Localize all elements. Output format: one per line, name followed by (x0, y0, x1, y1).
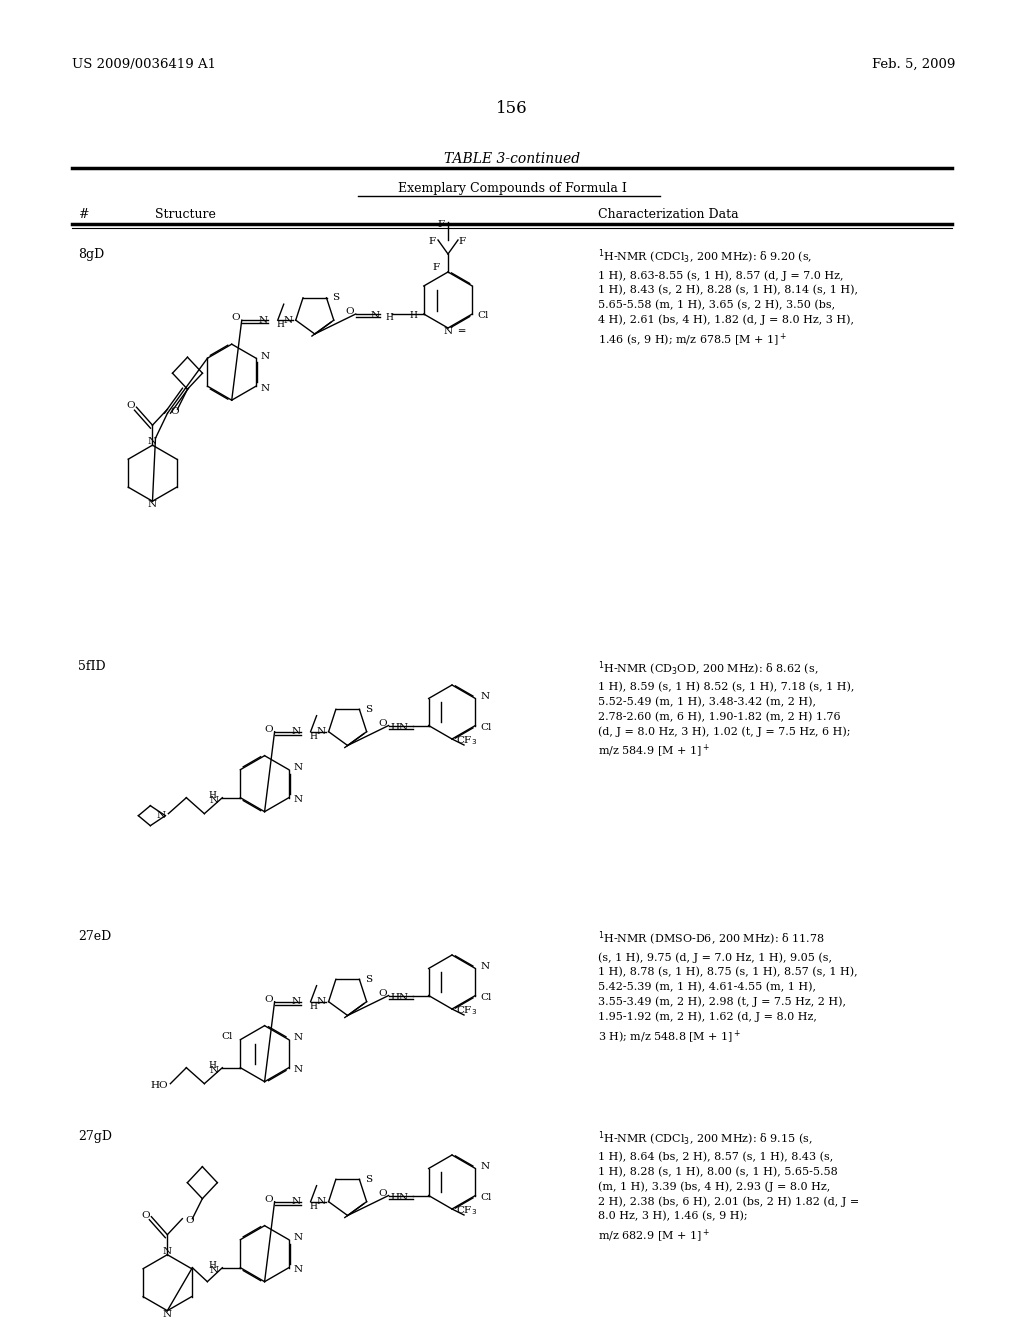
Text: O: O (378, 989, 387, 998)
Text: N: N (147, 437, 157, 446)
Text: CF$_3$: CF$_3$ (456, 1204, 477, 1217)
Text: O: O (126, 401, 135, 411)
Text: N: N (316, 997, 326, 1006)
Text: CF$_3$: CF$_3$ (456, 734, 477, 747)
Text: O: O (345, 308, 354, 315)
Text: N: N (294, 763, 303, 772)
Text: Cl: Cl (477, 312, 488, 321)
Text: S: S (333, 293, 340, 302)
Text: H: H (309, 1201, 317, 1210)
Text: N: N (294, 1034, 303, 1043)
Text: 27eD: 27eD (78, 931, 112, 942)
Text: ═: ═ (458, 327, 464, 337)
Text: CF$_3$: CF$_3$ (456, 1005, 477, 1016)
Text: H: H (309, 731, 317, 741)
Text: F: F (433, 263, 440, 272)
Text: H: H (209, 791, 216, 800)
Text: N: N (294, 1233, 303, 1242)
Text: Cl: Cl (480, 993, 492, 1002)
Text: HN: HN (390, 1193, 409, 1203)
Text: 8gD: 8gD (78, 248, 104, 261)
Text: US 2009/0036419 A1: US 2009/0036419 A1 (72, 58, 216, 71)
Text: H: H (209, 1061, 216, 1069)
Text: N: N (292, 727, 301, 737)
Text: Exemplary Compounds of Formula I: Exemplary Compounds of Formula I (397, 182, 627, 195)
Text: HN: HN (390, 723, 409, 733)
Text: Feb. 5, 2009: Feb. 5, 2009 (871, 58, 955, 71)
Text: O: O (378, 718, 387, 727)
Text: N: N (261, 351, 270, 360)
Text: O: O (264, 725, 273, 734)
Text: N: N (292, 1197, 301, 1206)
Text: N: N (292, 997, 301, 1006)
Text: Cl: Cl (221, 1032, 232, 1040)
Text: H: H (209, 1261, 216, 1270)
Text: N: N (443, 327, 453, 337)
Text: O: O (264, 1195, 273, 1204)
Text: Cl: Cl (480, 1193, 492, 1203)
Text: S: S (366, 705, 373, 714)
Text: $^{1}$H-NMR (CD$_3$OD, 200 MHz): δ 8.62 (s,
1 H), 8.59 (s, 1 H) 8.52 (s, 1 H), 7: $^{1}$H-NMR (CD$_3$OD, 200 MHz): δ 8.62 … (598, 660, 854, 759)
Text: F: F (438, 220, 445, 228)
Text: #: # (78, 209, 88, 220)
Text: N: N (163, 1309, 172, 1319)
Text: N: N (259, 315, 267, 325)
Text: N: N (157, 812, 165, 820)
Text: N: N (147, 500, 157, 510)
Text: $^{1}$H-NMR (CDCl$_3$, 200 MHz): δ 9.15 (s,
1 H), 8.64 (bs, 2 H), 8.57 (s, 1 H),: $^{1}$H-NMR (CDCl$_3$, 200 MHz): δ 9.15 … (598, 1130, 859, 1245)
Text: H: H (276, 321, 285, 329)
Text: Characterization Data: Characterization Data (598, 209, 738, 220)
Text: S: S (366, 1175, 373, 1184)
Text: N: N (209, 796, 218, 805)
Text: 27gD: 27gD (78, 1130, 112, 1143)
Text: N: N (480, 1162, 489, 1171)
Text: $^{1}$H-NMR (CDCl$_3$, 200 MHz): δ 9.20 (s,
1 H), 8.63-8.55 (s, 1 H), 8.57 (d, J: $^{1}$H-NMR (CDCl$_3$, 200 MHz): δ 9.20 … (598, 248, 858, 347)
Text: O: O (378, 1188, 387, 1197)
Text: O: O (170, 407, 179, 416)
Text: N: N (284, 315, 293, 325)
Text: O: O (141, 1210, 150, 1220)
Text: $^{1}$H-NMR (DMSO-D6, 200 MHz): δ 11.78
(s, 1 H), 9.75 (d, J = 7.0 Hz, 1 H), 9.0: $^{1}$H-NMR (DMSO-D6, 200 MHz): δ 11.78 … (598, 931, 858, 1044)
Text: F: F (458, 238, 465, 246)
Text: 5fID: 5fID (78, 660, 105, 673)
Text: F: F (429, 238, 436, 246)
Text: S: S (366, 974, 373, 983)
Text: Structure: Structure (155, 209, 216, 220)
Text: H: H (386, 313, 393, 322)
Text: N: N (294, 1065, 303, 1074)
Text: N: N (294, 795, 303, 804)
Text: HN: HN (390, 993, 409, 1002)
Text: 156: 156 (497, 100, 527, 117)
Text: N: N (480, 962, 489, 972)
Text: O: O (231, 313, 240, 322)
Text: HO: HO (151, 1081, 168, 1090)
Text: O: O (264, 995, 273, 1003)
Text: N: N (163, 1246, 172, 1255)
Text: N: N (371, 312, 380, 321)
Text: N: N (480, 692, 489, 701)
Text: N: N (209, 1266, 218, 1275)
Text: N: N (261, 384, 270, 392)
Text: Cl: Cl (480, 723, 492, 733)
Text: N: N (316, 727, 326, 737)
Text: N: N (209, 1065, 218, 1074)
Text: H: H (309, 1002, 317, 1011)
Text: N: N (294, 1265, 303, 1274)
Text: TABLE 3-continued: TABLE 3-continued (444, 152, 580, 166)
Text: N: N (316, 1197, 326, 1206)
Text: H: H (410, 312, 418, 321)
Text: O: O (185, 1216, 194, 1225)
